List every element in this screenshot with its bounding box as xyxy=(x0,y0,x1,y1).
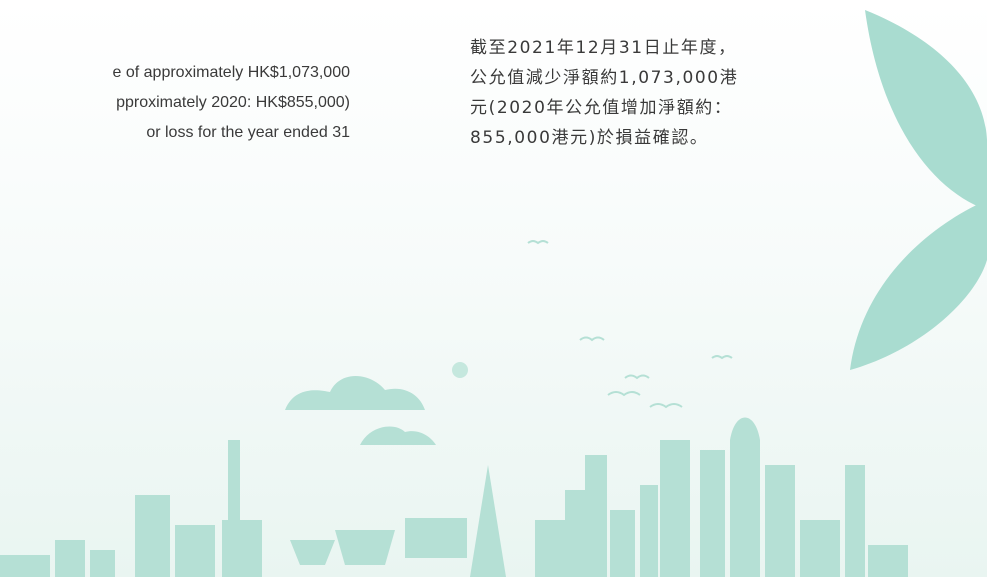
birds xyxy=(527,240,733,409)
chinese-line: 公允值減少淨額約1,073,000港 xyxy=(470,68,739,88)
chinese-line: 截至2021年12月31日止年度， xyxy=(470,38,737,58)
english-line: or loss for the year ended 31 xyxy=(146,124,350,141)
skyline xyxy=(0,362,908,577)
english-line: e of approximately HK$1,073,000 xyxy=(112,64,350,81)
english-line: pproximately 2020: HK$855,000) xyxy=(116,94,350,111)
chinese-line: 855,000港元)於損益確認。 xyxy=(470,128,709,148)
leaves xyxy=(850,10,987,370)
chinese-line: 元(2020年公允值增加淨額約： xyxy=(470,98,733,118)
